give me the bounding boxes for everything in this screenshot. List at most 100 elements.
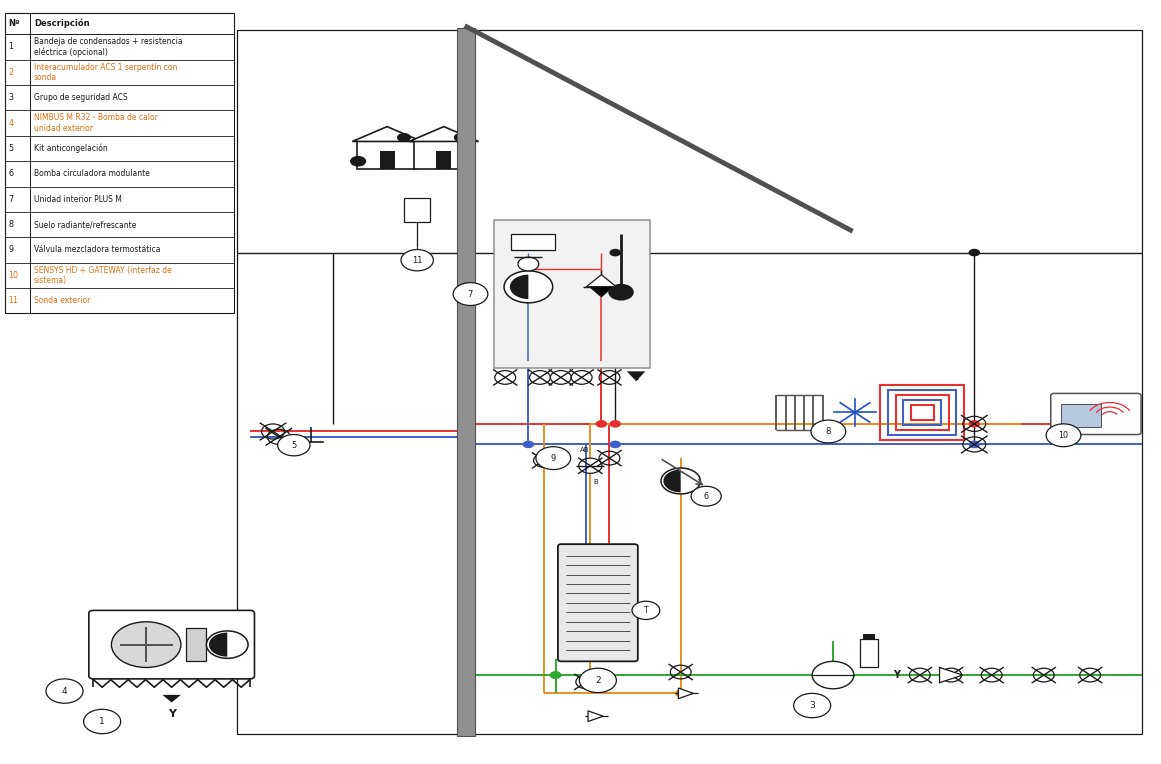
Circle shape <box>610 420 621 428</box>
Polygon shape <box>163 695 181 702</box>
Polygon shape <box>678 688 693 698</box>
Text: Nº: Nº <box>8 19 20 28</box>
Circle shape <box>608 283 634 300</box>
Circle shape <box>812 420 845 443</box>
Text: Sonda exterior: Sonda exterior <box>34 296 91 306</box>
Bar <box>888 390 957 435</box>
Text: 9: 9 <box>550 454 556 463</box>
Text: sonda: sonda <box>34 73 57 83</box>
Text: 6: 6 <box>704 492 708 500</box>
Circle shape <box>596 420 607 428</box>
Circle shape <box>632 601 659 620</box>
Circle shape <box>518 257 539 271</box>
Polygon shape <box>627 371 646 381</box>
FancyBboxPatch shape <box>558 544 637 662</box>
Circle shape <box>794 694 830 717</box>
Bar <box>493 220 650 368</box>
Wedge shape <box>209 633 228 657</box>
Text: 10: 10 <box>1059 431 1068 440</box>
Text: 11: 11 <box>8 296 19 306</box>
Text: Bandeja de condensados + resistencia: Bandeja de condensados + resistencia <box>34 37 182 47</box>
Text: 5: 5 <box>8 144 14 153</box>
Text: sistema): sistema) <box>34 277 67 286</box>
Text: Unidad interior PLUS M: Unidad interior PLUS M <box>34 195 122 204</box>
Bar <box>5 13 235 313</box>
Text: 1: 1 <box>100 717 104 726</box>
Circle shape <box>968 441 980 448</box>
Bar <box>404 198 430 222</box>
Circle shape <box>579 668 616 693</box>
Bar <box>437 151 452 169</box>
Bar <box>895 395 949 430</box>
Bar <box>903 400 942 425</box>
Text: 7: 7 <box>468 290 474 299</box>
Circle shape <box>46 679 84 703</box>
Circle shape <box>453 283 488 306</box>
Polygon shape <box>352 127 421 141</box>
Circle shape <box>207 631 248 659</box>
Circle shape <box>550 672 562 679</box>
Polygon shape <box>939 668 962 683</box>
Text: 8: 8 <box>8 220 13 229</box>
Circle shape <box>691 487 721 506</box>
Circle shape <box>968 249 980 257</box>
Text: 6: 6 <box>8 170 13 178</box>
Bar <box>880 385 964 440</box>
Text: Interacumulador ACS 1 serpentín con: Interacumulador ACS 1 serpentín con <box>34 63 178 72</box>
Circle shape <box>968 420 980 428</box>
Polygon shape <box>590 286 613 296</box>
Bar <box>356 141 417 169</box>
Circle shape <box>536 447 571 470</box>
Circle shape <box>401 250 433 271</box>
Text: Suelo radiante/refrescante: Suelo radiante/refrescante <box>34 220 136 229</box>
Text: AB: AB <box>579 447 590 453</box>
Text: eléctrica (opcional): eléctrica (opcional) <box>34 47 108 57</box>
Circle shape <box>111 622 181 668</box>
Circle shape <box>610 249 621 257</box>
FancyBboxPatch shape <box>1051 393 1141 435</box>
Circle shape <box>84 709 121 733</box>
Text: Y: Y <box>893 670 900 680</box>
Text: Descripción: Descripción <box>34 18 89 28</box>
Bar <box>456 28 475 736</box>
Text: 9: 9 <box>8 245 14 254</box>
Text: 8: 8 <box>825 427 831 436</box>
Text: 10: 10 <box>8 271 19 280</box>
Polygon shape <box>586 275 616 286</box>
Bar <box>237 31 1142 733</box>
Wedge shape <box>510 275 528 299</box>
Text: Y: Y <box>167 709 175 719</box>
Bar <box>413 141 474 169</box>
Text: 5: 5 <box>291 441 296 450</box>
Text: 3: 3 <box>8 93 13 102</box>
Bar <box>186 628 207 662</box>
Bar <box>863 634 874 640</box>
Text: T: T <box>643 606 648 615</box>
Bar <box>1061 404 1101 427</box>
Text: Kit anticongelación: Kit anticongelación <box>34 144 108 153</box>
Text: 11: 11 <box>412 256 423 264</box>
Text: Válvula mezcladora termostática: Válvula mezcladora termostática <box>34 245 160 254</box>
Text: 3: 3 <box>809 701 815 710</box>
Circle shape <box>277 435 310 456</box>
Text: Y: Y <box>633 372 640 383</box>
Circle shape <box>397 133 411 142</box>
Polygon shape <box>587 711 603 721</box>
Circle shape <box>504 271 553 303</box>
Text: unidad exterior: unidad exterior <box>34 124 93 133</box>
Text: 2: 2 <box>596 676 600 685</box>
Text: 7: 7 <box>8 195 14 204</box>
Text: SENSYS HD + GATEWAY (interfaz de: SENSYS HD + GATEWAY (interfaz de <box>34 266 172 275</box>
Text: 1: 1 <box>8 42 13 51</box>
Circle shape <box>522 441 534 448</box>
Text: NIMBUS M R32 - Bomba de calor: NIMBUS M R32 - Bomba de calor <box>34 113 158 122</box>
Bar <box>511 234 555 251</box>
Circle shape <box>454 133 468 142</box>
Circle shape <box>675 690 686 697</box>
Circle shape <box>610 441 621 448</box>
Bar <box>380 151 395 169</box>
Polygon shape <box>409 127 478 141</box>
Text: Bomba circuladora modulante: Bomba circuladora modulante <box>34 170 150 178</box>
Text: 2: 2 <box>8 68 14 76</box>
Circle shape <box>661 468 700 494</box>
